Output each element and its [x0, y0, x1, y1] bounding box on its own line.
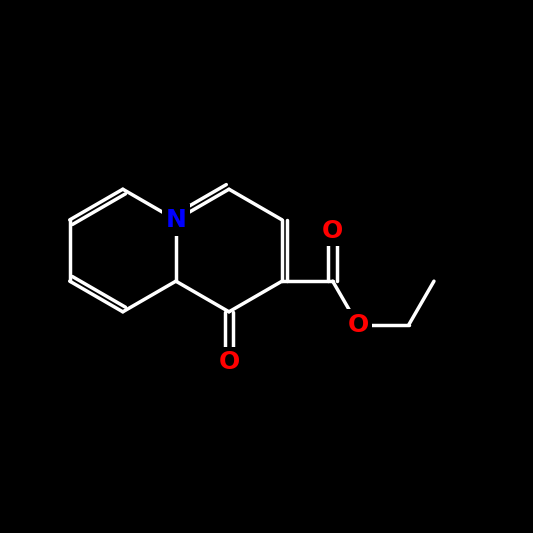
Text: N: N: [165, 208, 187, 232]
Text: O: O: [219, 350, 240, 375]
Text: O: O: [348, 313, 369, 337]
Text: O: O: [322, 219, 343, 243]
